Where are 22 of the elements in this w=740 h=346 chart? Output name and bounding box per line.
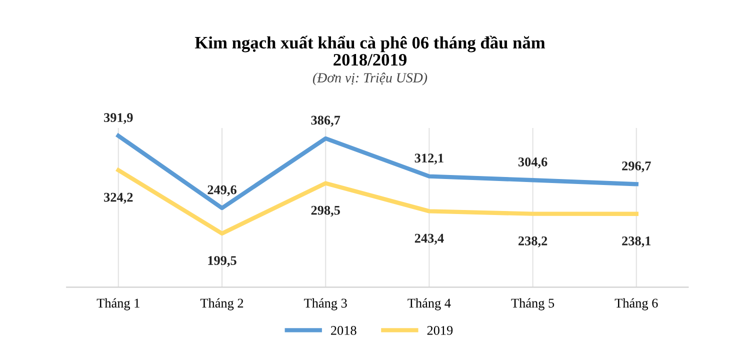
data-label: 386,7 <box>311 116 340 127</box>
x-tick-label: Tháng 5 <box>511 298 554 310</box>
chart-title: Kim ngạch xuất khẩu cà phê 06 tháng đầu năm 2018/2019 <box>194 36 546 66</box>
x-tick-label: Tháng 4 <box>408 298 451 310</box>
data-label: 312,1 <box>414 154 444 164</box>
x-tick-label: Tháng 1 <box>96 298 140 310</box>
data-label: 238,2 <box>518 236 548 248</box>
data-label: 199,5 <box>208 256 236 267</box>
data-label: 238,1 <box>622 236 651 248</box>
data-label: 391,9 <box>104 113 133 124</box>
data-label: 243,4 <box>414 234 444 245</box>
data-label: 298,5 <box>311 206 340 217</box>
data-label: 324,2 <box>104 192 133 204</box>
data-label: 296,7 <box>622 161 651 172</box>
data-label: 249,6 <box>208 185 236 196</box>
chart-subtitle: (Đơn vị: Triệu USD) <box>312 72 428 86</box>
data-label: 304,6 <box>518 157 548 168</box>
x-tick-label: Tháng 6 <box>614 298 658 310</box>
legend-label: 2019 <box>427 326 453 335</box>
x-tick-label: Tháng 3 <box>304 298 347 310</box>
legend-label: 2018 <box>330 326 356 335</box>
x-tick-label: Tháng 2 <box>200 298 244 310</box>
